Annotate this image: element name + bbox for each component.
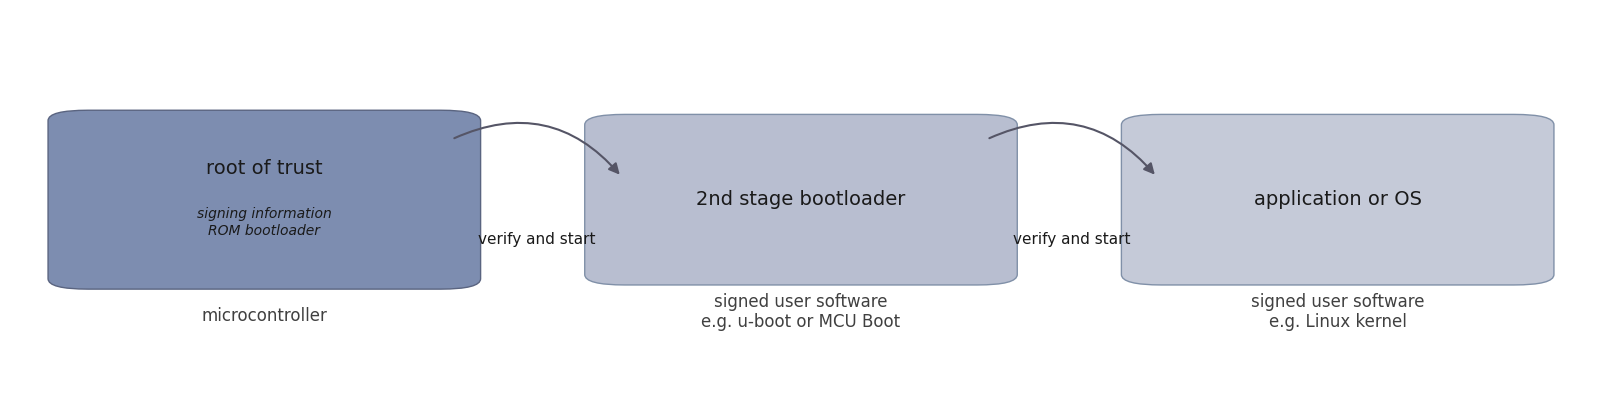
Text: signed user software
e.g. u-boot or MCU Boot: signed user software e.g. u-boot or MCU … [702, 292, 900, 332]
FancyBboxPatch shape [585, 114, 1017, 285]
Text: signing information
ROM bootloader: signing information ROM bootloader [197, 208, 332, 238]
Text: root of trust: root of trust [207, 159, 322, 178]
Text: verify and start: verify and start [1012, 232, 1131, 247]
Text: microcontroller: microcontroller [202, 307, 327, 325]
Text: 2nd stage bootloader: 2nd stage bootloader [697, 190, 905, 209]
Text: verify and start: verify and start [477, 232, 596, 247]
FancyBboxPatch shape [1121, 114, 1554, 285]
FancyBboxPatch shape [48, 110, 481, 289]
Text: signed user software
e.g. Linux kernel: signed user software e.g. Linux kernel [1251, 292, 1424, 332]
Text: application or OS: application or OS [1254, 190, 1421, 209]
